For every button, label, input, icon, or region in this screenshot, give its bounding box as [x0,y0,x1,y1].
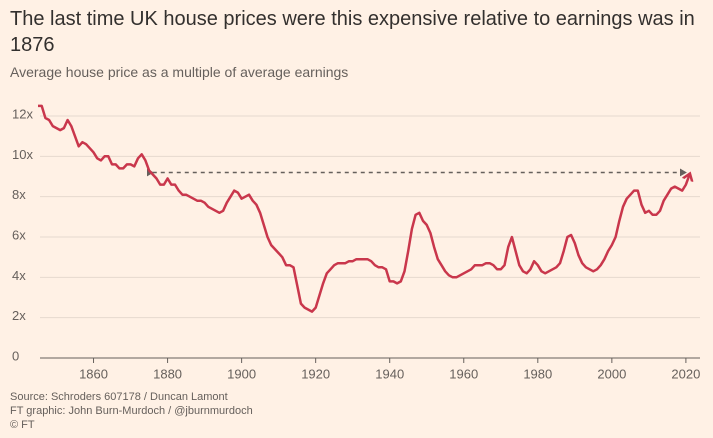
x-tick-label: 2000 [597,366,626,381]
y-tick-label: 4x [12,268,26,283]
source-line: Source: Schroders 607178 / Duncan Lamont [10,391,228,403]
y-tick-label: 10x [12,147,33,162]
x-tick-label: 1900 [227,366,256,381]
y-tick-label: 2x [12,308,26,323]
y-tick-label: 8x [12,187,26,202]
source-line: FT graphic: John Burn-Murdoch / @jburnmu… [10,405,253,417]
data-line [38,104,690,313]
x-tick-label: 1880 [153,366,182,381]
chart-title: The last time UK house prices were this … [10,8,695,56]
y-tick-label: 0 [12,348,19,363]
y-tick-label: 12x [12,106,33,121]
x-tick-label: 1860 [79,366,108,381]
x-tick-label: 1940 [375,366,404,381]
chart: 0 2x 4x 6x 8x 10x 12x 1860 1880 1900 1920 1940 1960 1… [12,104,700,381]
y-tick-label: 6x [12,227,26,242]
x-tick-label: 1980 [523,366,552,381]
x-tick-label: 1960 [449,366,478,381]
x-tick-label: 2020 [671,366,700,381]
chart-subtitle: Average house price as a multiple of ave… [10,64,349,80]
source-line: © FT [10,419,35,431]
x-tick-label: 1920 [301,366,330,381]
source-notes: Source: Schroders 607178 / Duncan Lamont… [10,390,253,432]
